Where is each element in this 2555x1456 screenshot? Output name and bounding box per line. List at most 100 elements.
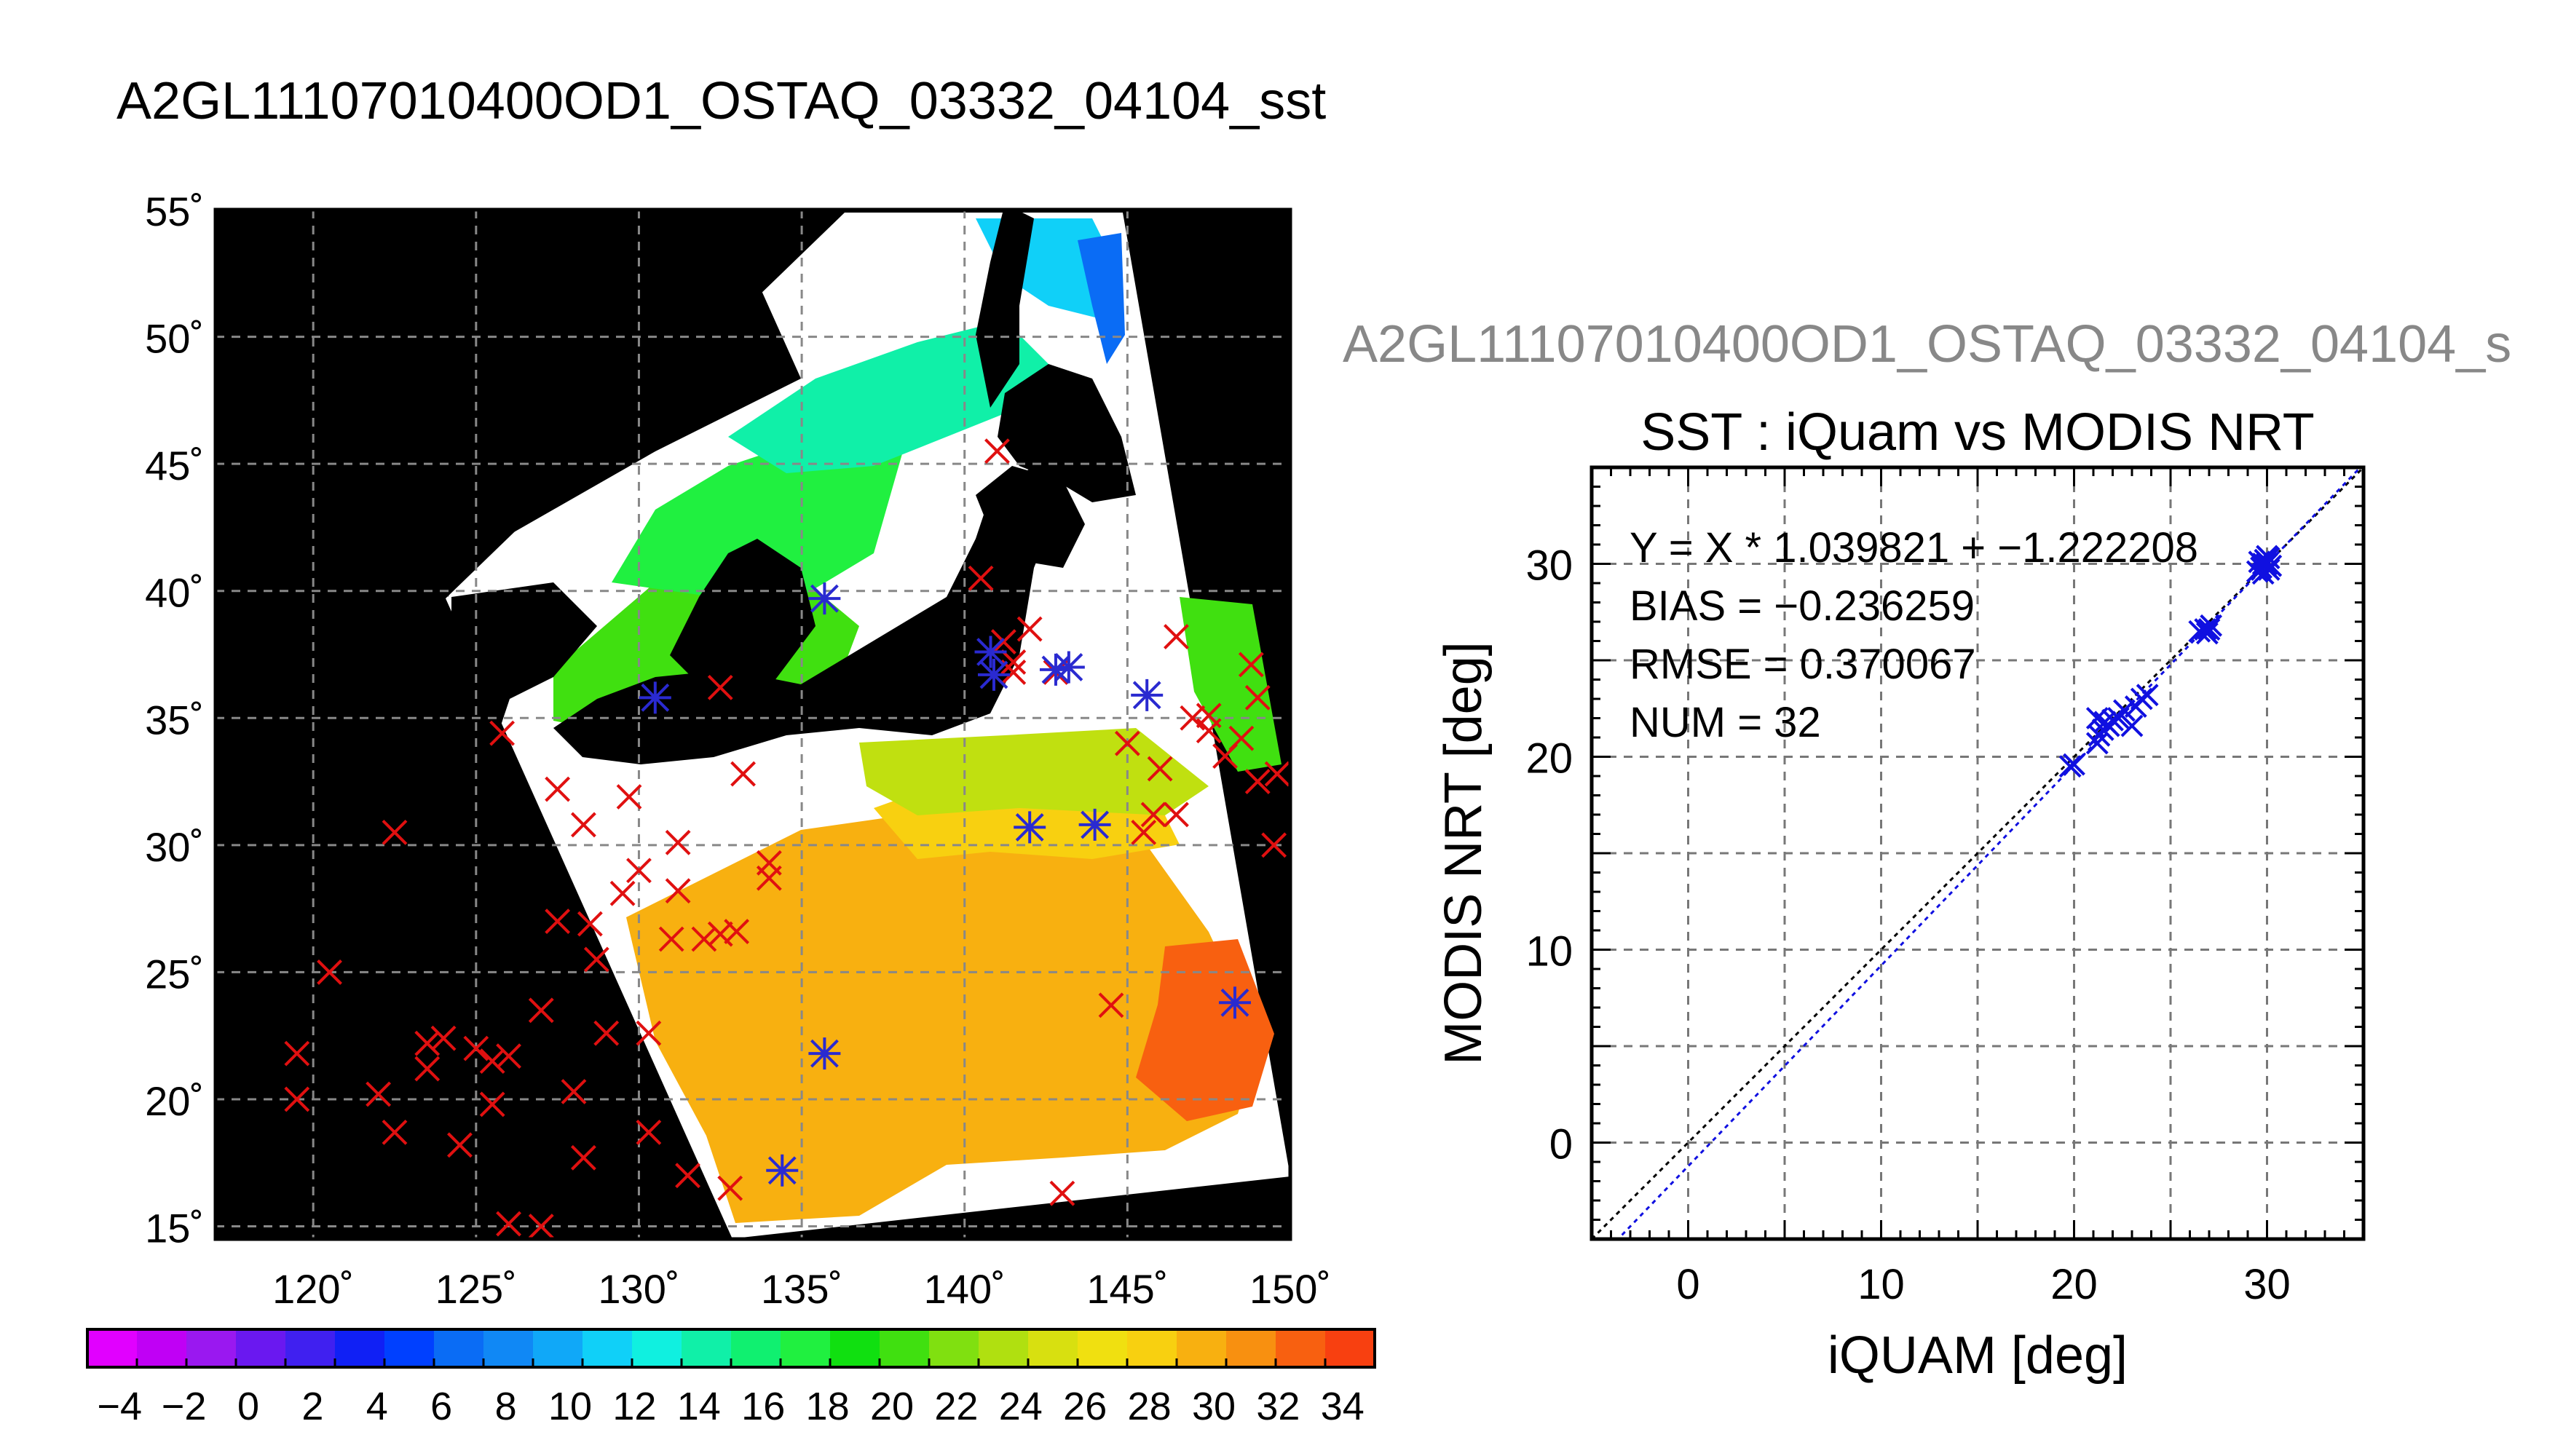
map-lat-tick-label: 30˚ [145, 824, 204, 870]
land-mainland-asia [216, 210, 801, 597]
buoy-marker [496, 1211, 521, 1237]
buoy-marker [1147, 756, 1173, 782]
stats-rmse: RMSE = 0.370067 [1630, 641, 1976, 688]
scatter-point [2063, 753, 2085, 776]
map-lat-tick-label: 20˚ [145, 1078, 204, 1124]
scatter-x-axis-label: iQUAM [deg] [1828, 1326, 2128, 1385]
buoy-marker [1264, 761, 1290, 787]
sst-dark-orange-region [1136, 939, 1274, 1121]
colorbar-bin [830, 1329, 880, 1367]
map-plot-area [216, 210, 1290, 1239]
colorbar-tick-label: 20 [870, 1385, 914, 1428]
buoy-marker [1016, 616, 1043, 642]
colorbar-tick-label: 0 [237, 1385, 259, 1428]
map-lat-tick-label: 25˚ [145, 951, 204, 997]
scatter-point [2251, 562, 2275, 585]
colorbar-tick-label: 24 [999, 1385, 1043, 1428]
buoy-marker [366, 1081, 392, 1107]
colorbar-bin [1226, 1329, 1276, 1367]
map-lat-tick-label: 50˚ [145, 316, 204, 362]
buoy-marker [561, 1079, 587, 1104]
colorbar-bin [137, 1329, 187, 1367]
buoy-marker [626, 858, 652, 884]
buoy-marker [1098, 992, 1124, 1018]
colorbar-frame [86, 1328, 1376, 1369]
colorbar-tick-label: 12 [612, 1385, 656, 1428]
matchup-marker [977, 658, 1010, 691]
colorbar-tick-label: 16 [741, 1385, 785, 1428]
matchup-marker [1052, 651, 1085, 684]
buoy-marker [317, 959, 342, 985]
colorbar-tick-label: 30 [1192, 1385, 1236, 1428]
buoy-marker [665, 878, 691, 904]
scatter-point [2195, 622, 2219, 645]
colorbar-bin [1078, 1329, 1128, 1367]
buoy-marker [707, 674, 733, 700]
scatter-plot-area [1592, 467, 2364, 1239]
buoy-marker [571, 812, 596, 838]
buoy-marker [675, 1163, 700, 1189]
buoy-marker [636, 1020, 662, 1046]
buoy-marker [1238, 652, 1264, 678]
colorbar-bin [682, 1329, 732, 1367]
colorbar-bin [1028, 1329, 1078, 1367]
colorbar-bin [87, 1329, 138, 1367]
land-korea [670, 539, 816, 699]
buoy-marker [583, 946, 609, 973]
buoy-marker [545, 776, 571, 802]
scatter-y-tick-label: 30 [1525, 542, 1573, 590]
buoy-marker [571, 1144, 596, 1171]
land-japan [553, 466, 1063, 764]
colorbar-tick-label: −4 [97, 1385, 142, 1428]
matchup-marker [1014, 811, 1046, 844]
colorbar-bin [781, 1329, 831, 1367]
colorbar-bin [929, 1329, 979, 1367]
buoy-marker [479, 1048, 505, 1075]
colorbar-bin [434, 1329, 484, 1367]
matchup-marker [1131, 678, 1164, 711]
buoy-marker [489, 720, 516, 746]
map-lon-tick-label: 130˚ [598, 1266, 679, 1312]
map-lon-tick-label: 140˚ [924, 1266, 1006, 1312]
colorbar-tick-label: 6 [430, 1385, 452, 1428]
buoy-marker [968, 565, 994, 591]
map-lat-tick-label: 35˚ [145, 697, 204, 743]
buoy-marker [1164, 802, 1189, 828]
buoy-marker [1164, 624, 1189, 649]
buoy-marker [284, 1040, 310, 1067]
scatter-y-tick-label: 10 [1525, 928, 1573, 976]
map-lon-tick-label: 120˚ [272, 1266, 354, 1312]
matchup-marker [974, 636, 1007, 668]
buoy-marker [1244, 684, 1271, 711]
colorbar-bin [1276, 1329, 1326, 1367]
buoy-marker [577, 911, 603, 937]
buoy-marker [1000, 649, 1027, 675]
buoy-marker [414, 1030, 441, 1056]
scatter-title: SST : iQuam vs MODIS NRT [1640, 403, 2315, 462]
scatter-y-axis-label: MODIS NRT [deg] [1434, 641, 1493, 1065]
colorbar-bin [731, 1329, 781, 1367]
colorbar-bin [880, 1329, 930, 1367]
sst-cyan-green-region [728, 320, 1049, 473]
map-grid [216, 210, 1290, 1239]
buoy-marker [724, 919, 750, 944]
colorbar-tick-label: 18 [806, 1385, 850, 1428]
scatter-y-tick-label: 0 [1549, 1121, 1573, 1168]
matchup-marker [1078, 808, 1111, 841]
buoy-marker [1114, 730, 1140, 756]
colorbar-bin [1177, 1329, 1227, 1367]
scatter-frame [1590, 465, 2366, 1241]
colorbar-tick-label: 32 [1256, 1385, 1300, 1428]
land-hokkaido [998, 364, 1136, 502]
buoy-marker [593, 1020, 620, 1046]
buoy-marker [984, 438, 1010, 464]
buoy-marker [658, 926, 684, 952]
buoy-marker [717, 1175, 743, 1201]
stats-bias: BIAS = −0.236259 [1630, 582, 1975, 630]
scatter-point [2120, 714, 2144, 737]
buoy-marker [430, 1025, 457, 1051]
colorbar-tick-label: 22 [934, 1385, 978, 1428]
map-lat-tick-label: 15˚ [145, 1206, 204, 1251]
